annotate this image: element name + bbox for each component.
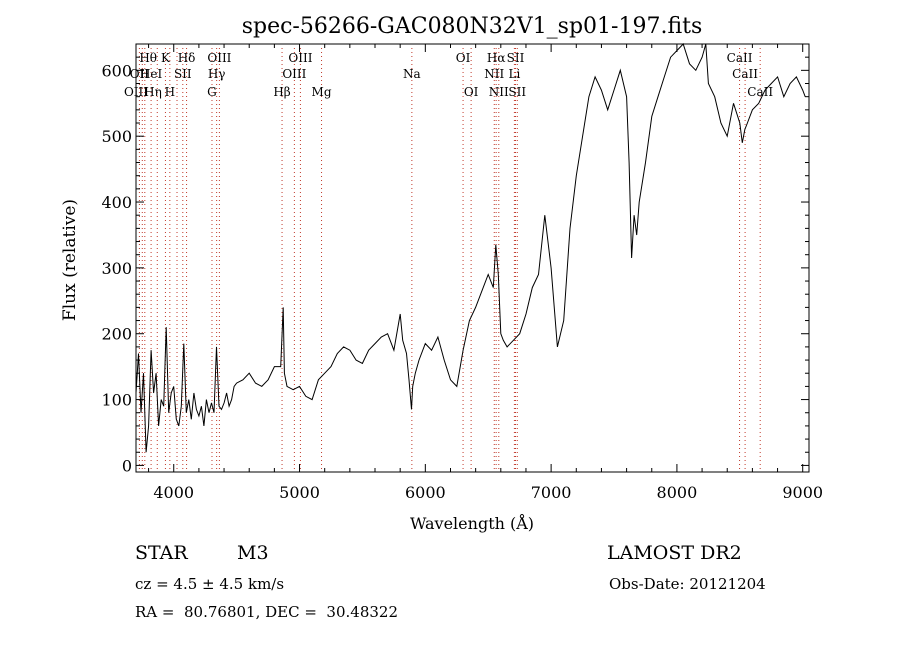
- line-label-11: SII: [174, 67, 192, 81]
- reference-lines: [138, 48, 761, 472]
- x-tick-label-5: 9000: [782, 483, 823, 502]
- line-label-26: SII: [508, 85, 526, 99]
- line-label-3: OIII: [207, 51, 231, 65]
- line-label-23: Mg: [312, 85, 332, 99]
- survey-name: LAMOST DR2: [607, 542, 742, 564]
- redshift-cz: cz = 4.5 ± 4.5 km/s: [135, 575, 285, 593]
- y-axis-label: Flux (relative): [60, 199, 80, 321]
- line-label-7: SII: [507, 51, 525, 65]
- line-label-20: H: [165, 85, 175, 99]
- line-label-19: Hη: [144, 85, 162, 99]
- x-tick-label-3: 7000: [531, 483, 572, 502]
- line-label-13: OIII: [282, 67, 306, 81]
- chart-title: spec-56266-GAC080N32V1_sp01-197.fits: [242, 14, 703, 39]
- line-label-16: Li: [508, 67, 520, 81]
- x-axis-ticks: 4000 5000 6000 7000 8000 9000: [148, 44, 823, 502]
- line-label-8: CaII: [727, 51, 753, 65]
- line-label-0: Hθ: [139, 51, 157, 65]
- x-tick-label-0: 4000: [153, 483, 194, 502]
- y-tick-label-1: 100: [101, 391, 132, 410]
- line-label-6: Hα: [487, 51, 506, 65]
- line-label-25: NII: [489, 85, 509, 99]
- y-tick-label-3: 300: [101, 259, 132, 278]
- y-tick-label-6: 600: [101, 61, 132, 80]
- y-axis-ticks: 0 100 200 300 400 500 600: [101, 56, 809, 475]
- x-tick-label-2: 6000: [405, 483, 446, 502]
- line-label-27: CaII: [747, 85, 773, 99]
- x-tick-label-4: 8000: [657, 483, 698, 502]
- object-type: STAR: [135, 542, 188, 564]
- observation-date: Obs-Date: 20121204: [609, 575, 766, 593]
- line-label-21: G: [207, 85, 217, 99]
- y-tick-label-2: 200: [101, 325, 132, 344]
- spectrum-series-line: [135, 43, 806, 453]
- line-label-15: NII: [484, 67, 504, 81]
- coordinates: RA = 80.76801, DEC = 30.48322: [135, 603, 399, 621]
- line-label-9: OII: [130, 67, 150, 81]
- line-label-2: Hδ: [178, 51, 196, 65]
- line-label-10: HeI: [140, 67, 163, 81]
- object-subclass: M3: [237, 542, 269, 564]
- y-tick-label-5: 500: [101, 127, 132, 146]
- x-axis-label: Wavelength (Å): [410, 513, 534, 533]
- line-label-4: OIII: [288, 51, 312, 65]
- x-tick-label-1: 5000: [279, 483, 320, 502]
- y-tick-label-0: 0: [122, 456, 132, 475]
- plot-frame: [135, 43, 810, 473]
- line-label-24: OI: [464, 85, 479, 99]
- line-label-1: K: [161, 51, 171, 65]
- line-label-5: OI: [456, 51, 471, 65]
- line-label-17: CaII: [732, 67, 758, 81]
- line-label-12: Hγ: [208, 67, 226, 81]
- line-label-14: Na: [403, 67, 421, 81]
- y-tick-label-4: 400: [101, 193, 132, 212]
- line-label-22: Hβ: [273, 85, 290, 99]
